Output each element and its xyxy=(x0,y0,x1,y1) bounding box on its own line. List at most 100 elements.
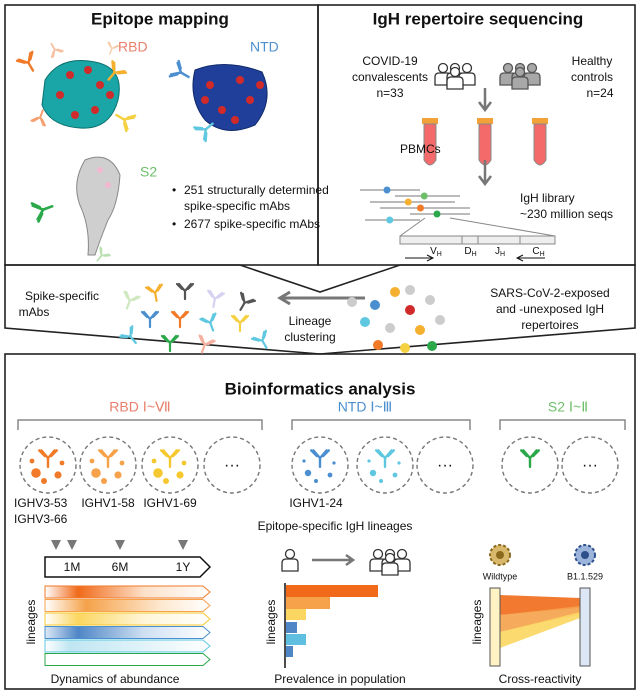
gene-label: IGHV3-66 xyxy=(14,512,68,526)
gene-label: IGHV3-53 xyxy=(14,496,68,510)
frame xyxy=(4,264,636,355)
clone-dot xyxy=(181,460,187,466)
group-label: S2 Ⅰ~Ⅱ xyxy=(548,399,588,415)
group-label: controls xyxy=(571,70,613,84)
dot xyxy=(405,285,415,295)
clone-dot xyxy=(119,460,125,466)
library-label: IgH library xyxy=(520,191,575,205)
s2-structure xyxy=(76,156,121,256)
patch xyxy=(105,182,111,188)
dot xyxy=(360,317,370,327)
tube xyxy=(533,123,547,166)
clone-dot xyxy=(332,461,336,465)
lineage-circle xyxy=(203,436,261,494)
patient-icons xyxy=(434,62,476,90)
patch xyxy=(236,76,244,84)
panel-title: Bioinformatics analysis xyxy=(225,379,416,398)
zoom-lines xyxy=(399,217,556,237)
segment-letter: D xyxy=(464,246,471,257)
segment-sub: H xyxy=(540,251,545,258)
clone-dot xyxy=(369,469,377,477)
lineage-circle xyxy=(19,436,77,494)
clone-dot xyxy=(91,468,101,478)
domain-label: NTD xyxy=(250,39,279,55)
group-label: convalescents xyxy=(352,70,428,84)
patch xyxy=(96,81,104,89)
prevalence-bars xyxy=(286,585,378,657)
ntd-structure xyxy=(192,63,268,131)
lineage-row xyxy=(44,612,211,626)
clone-dot xyxy=(304,469,312,477)
gene-label: IGHV1-24 xyxy=(289,496,343,510)
tubes xyxy=(422,118,548,166)
arrow-label: Lineage xyxy=(289,314,332,328)
lineage-circles: ··· ··· ··· xyxy=(19,436,619,494)
lineage-row xyxy=(44,639,211,653)
read-dot xyxy=(417,204,424,212)
antibody xyxy=(230,314,250,333)
timeline xyxy=(44,556,212,578)
rbd-structure xyxy=(41,60,120,129)
antibody xyxy=(232,291,257,315)
caption: Dynamics of abundance xyxy=(51,672,180,686)
arrow xyxy=(478,160,492,187)
antibody xyxy=(103,41,120,57)
domain-label: RBD xyxy=(118,39,148,55)
patch xyxy=(56,91,64,99)
antibody xyxy=(97,449,119,469)
ellipsis: ··· xyxy=(224,457,240,474)
caption: Cross-reactivity xyxy=(499,672,582,686)
antibody xyxy=(160,334,180,353)
cross-fan xyxy=(500,595,580,648)
epitope-patches xyxy=(56,66,264,188)
segment-label: JH xyxy=(495,246,505,259)
caption: Epitope-specific IgH lineages xyxy=(258,519,413,533)
segment-sub: H xyxy=(437,251,442,258)
bullet-text: 2677 spike-specific mAbs xyxy=(184,217,320,231)
variant-bar xyxy=(579,587,591,667)
panel-title: IgH repertoire sequencing xyxy=(373,9,584,28)
clone-dot xyxy=(163,478,169,484)
lineage-row xyxy=(44,599,211,612)
dot xyxy=(427,341,437,351)
dot xyxy=(370,300,380,310)
clone-dot xyxy=(153,468,163,478)
patch xyxy=(201,96,209,104)
patch xyxy=(206,81,214,89)
segment-letter: C xyxy=(532,246,539,257)
segments: VH DH JH CH xyxy=(430,236,556,259)
dot xyxy=(385,323,395,333)
lineage-circle xyxy=(561,436,619,494)
timepoint: 1Y xyxy=(176,560,191,574)
clone-dot xyxy=(327,472,333,478)
clone-dot xyxy=(151,458,157,464)
antibody xyxy=(118,325,144,350)
brackets xyxy=(17,419,626,430)
arrow xyxy=(312,553,356,567)
panel-title: Epitope mapping xyxy=(91,9,229,28)
antibody xyxy=(140,310,160,329)
dot xyxy=(405,305,415,315)
patch xyxy=(218,106,226,114)
antibody xyxy=(30,195,57,223)
read-dot xyxy=(404,198,412,206)
segment-letter: J xyxy=(495,246,500,257)
caption: Prevalence in population xyxy=(274,672,405,686)
lineage-circle xyxy=(416,436,474,494)
tube-cap xyxy=(477,118,493,124)
wildtype-bar xyxy=(489,587,501,667)
tube xyxy=(423,123,437,166)
lineage-row xyxy=(44,626,211,639)
clone-dot xyxy=(302,459,306,463)
repertoire-label: SARS-CoV-2-exposed xyxy=(490,286,609,300)
antibody xyxy=(309,449,331,469)
group-n: n=24 xyxy=(586,86,613,100)
group-label: Healthy xyxy=(572,54,613,68)
clone-dot xyxy=(367,459,371,463)
dot xyxy=(415,325,425,335)
clone-dot xyxy=(31,468,41,478)
clone-dot xyxy=(59,460,65,466)
lineage-circle xyxy=(356,436,414,494)
antibody xyxy=(118,290,141,313)
lineage-circle xyxy=(141,436,199,494)
